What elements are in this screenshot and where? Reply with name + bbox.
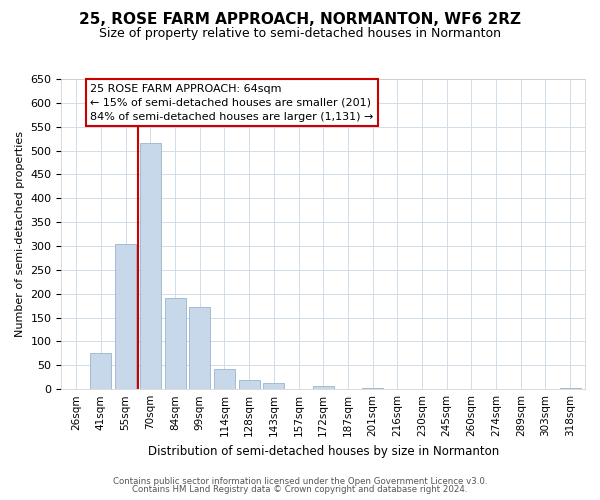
- X-axis label: Distribution of semi-detached houses by size in Normanton: Distribution of semi-detached houses by …: [148, 444, 499, 458]
- Bar: [263, 384, 284, 389]
- Bar: [214, 369, 235, 389]
- Text: 25, ROSE FARM APPROACH, NORMANTON, WF6 2RZ: 25, ROSE FARM APPROACH, NORMANTON, WF6 2…: [79, 12, 521, 28]
- Text: 25 ROSE FARM APPROACH: 64sqm
← 15% of semi-detached houses are smaller (201)
84%: 25 ROSE FARM APPROACH: 64sqm ← 15% of se…: [90, 84, 374, 122]
- Bar: [189, 307, 210, 389]
- Bar: [91, 354, 112, 389]
- Bar: [239, 380, 260, 389]
- Text: Contains public sector information licensed under the Open Government Licence v3: Contains public sector information licen…: [113, 477, 487, 486]
- Bar: [115, 244, 136, 389]
- Y-axis label: Number of semi-detached properties: Number of semi-detached properties: [15, 131, 25, 337]
- Bar: [313, 386, 334, 389]
- Bar: [362, 388, 383, 389]
- Bar: [140, 144, 161, 389]
- Text: Contains HM Land Registry data © Crown copyright and database right 2024.: Contains HM Land Registry data © Crown c…: [132, 485, 468, 494]
- Text: Size of property relative to semi-detached houses in Normanton: Size of property relative to semi-detach…: [99, 28, 501, 40]
- Bar: [164, 298, 185, 389]
- Bar: [560, 388, 581, 389]
